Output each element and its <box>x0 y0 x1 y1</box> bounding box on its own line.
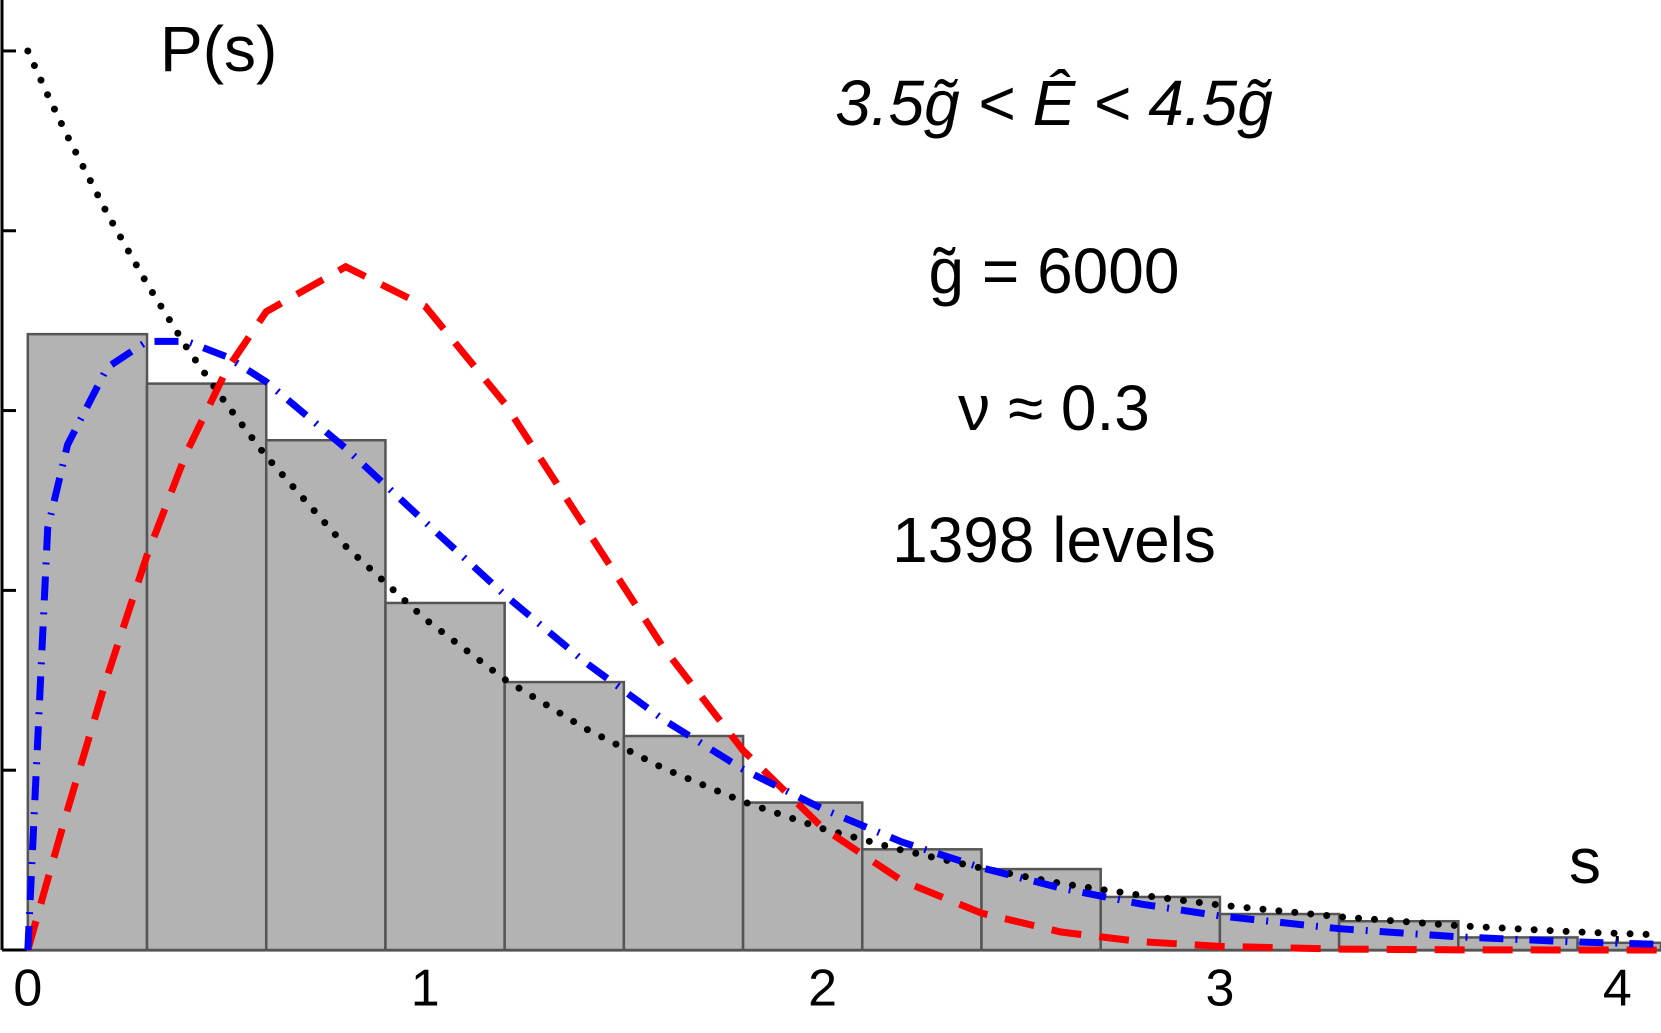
curve <box>24 337 1658 951</box>
bar <box>384 601 506 952</box>
bar <box>741 801 864 952</box>
curve <box>24 262 1658 954</box>
annotation: g̃ = 6000 <box>929 235 1180 307</box>
bar <box>145 382 268 952</box>
bar <box>622 734 745 952</box>
x-tick-label: 2 <box>808 960 837 1018</box>
x-tick-label: 4 <box>1603 960 1632 1018</box>
bar <box>264 438 387 952</box>
x-axis-label: s <box>1569 825 1601 897</box>
x-tick-label: 0 <box>13 960 42 1018</box>
bar <box>26 332 149 952</box>
annotation: 1398 levels <box>892 504 1216 576</box>
annotation: 3.5g̃ < Ê < 4.5g̃ <box>835 67 1273 139</box>
annotation: ν ≈ 0.3 <box>958 372 1150 444</box>
bar <box>503 680 626 952</box>
x-tick-label: 1 <box>411 960 440 1018</box>
y-axis-label: P(s) <box>160 13 277 85</box>
x-tick-label: 3 <box>1205 960 1234 1018</box>
